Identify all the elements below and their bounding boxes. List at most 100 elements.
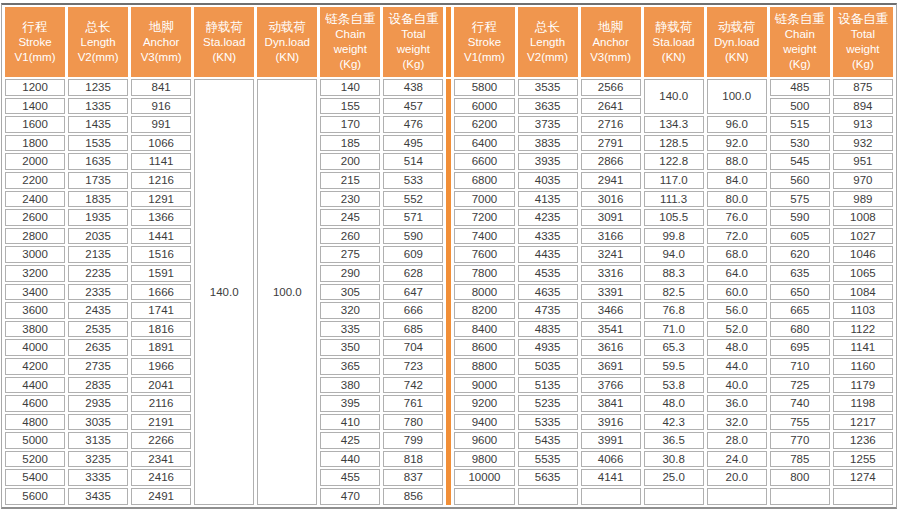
column-header-line: V1(mm) xyxy=(5,50,65,65)
column-header-line: weight xyxy=(383,42,443,57)
column-header-right-0: 行程StrokeV1(mm) xyxy=(454,7,514,77)
table-cell-right: 24.0 xyxy=(707,451,767,468)
column-header-line: 链条自重 xyxy=(320,12,380,27)
column-header-line: Sta.load xyxy=(194,35,254,50)
table-cell-right: 665 xyxy=(770,302,830,319)
table-cell-left: 1335 xyxy=(68,98,128,115)
table-cell-left: 4800 xyxy=(5,414,65,431)
merged-load-cell-right: 140.0 xyxy=(644,79,704,114)
table-cell-left: 380 xyxy=(320,377,380,394)
table-cell-right: 4035 xyxy=(518,172,578,189)
table-cell-left: 1216 xyxy=(131,172,191,189)
table-cell-right: 680 xyxy=(770,321,830,338)
table-cell-right: 875 xyxy=(833,79,893,96)
table-cell-right: 515 xyxy=(770,116,830,133)
table-cell-right: 3991 xyxy=(581,432,641,449)
table-cell-right: 30.8 xyxy=(644,451,704,468)
table-cell-right: 4935 xyxy=(518,339,578,356)
column-header-line: 设备自重 xyxy=(833,12,893,27)
table-cell-left: 170 xyxy=(320,116,380,133)
table-cell-right: 40.0 xyxy=(707,377,767,394)
table-cell-right: 2641 xyxy=(581,98,641,115)
table-cell-right: 1084 xyxy=(833,284,893,301)
table-cell-right xyxy=(707,488,767,505)
table-cell-right: 725 xyxy=(770,377,830,394)
column-header-line: weight xyxy=(833,42,893,57)
column-header-line: (KN) xyxy=(707,50,767,65)
table-cell-right: 755 xyxy=(770,414,830,431)
table-cell-right: 5235 xyxy=(518,395,578,412)
table-cell-right: 3091 xyxy=(581,209,641,226)
table-cell-right: 3766 xyxy=(581,377,641,394)
table-cell-right: 951 xyxy=(833,153,893,170)
table-cell-left: 647 xyxy=(383,284,443,301)
spec-table: 行程StrokeV1(mm)总长LengthV2(mm)地脚AnchorV3(m… xyxy=(2,5,896,507)
table-cell-right: 36.5 xyxy=(644,432,704,449)
panel-divider-bar xyxy=(446,79,451,505)
table-cell-left: 4400 xyxy=(5,377,65,394)
table-cell-right: 44.0 xyxy=(707,358,767,375)
table-cell-left: 5200 xyxy=(5,451,65,468)
column-header-line: Anchor xyxy=(131,35,191,50)
table-cell-right: 9200 xyxy=(454,395,514,412)
table-cell-right: 20.0 xyxy=(707,469,767,486)
table-cell-left: 4600 xyxy=(5,395,65,412)
table-cell-left: 742 xyxy=(383,377,443,394)
column-header-line: (Kg) xyxy=(320,57,380,72)
table-cell-right: 9000 xyxy=(454,377,514,394)
table-cell-left: 780 xyxy=(383,414,443,431)
table-cell-right: 4235 xyxy=(518,209,578,226)
column-header-line: Stroke xyxy=(5,35,65,50)
table-cell-left: 3135 xyxy=(68,432,128,449)
table-cell-left: 1435 xyxy=(68,116,128,133)
table-cell-left: 2800 xyxy=(5,228,65,245)
table-cell-right: 3691 xyxy=(581,358,641,375)
column-header-line: Total xyxy=(833,27,893,42)
table-cell-right xyxy=(644,488,704,505)
table-cell-right: 99.8 xyxy=(644,228,704,245)
table-cell-left: 2341 xyxy=(131,451,191,468)
table-cell-left: 2735 xyxy=(68,358,128,375)
table-cell-right: 42.3 xyxy=(644,414,704,431)
table-cell-right: 94.0 xyxy=(644,246,704,263)
table-cell-left: 3600 xyxy=(5,302,65,319)
column-header-left-4: 动载荷Dyn.load(KN) xyxy=(257,7,317,77)
table-cell-left: 1535 xyxy=(68,135,128,152)
table-cell-left: 1600 xyxy=(5,116,65,133)
table-cell-left: 230 xyxy=(320,191,380,208)
table-cell-right: 590 xyxy=(770,209,830,226)
table-cell-left: 799 xyxy=(383,432,443,449)
table-cell-right: 989 xyxy=(833,191,893,208)
table-cell-right: 3735 xyxy=(518,116,578,133)
column-header-line: 地脚 xyxy=(581,20,641,35)
table-cell-left: 2200 xyxy=(5,172,65,189)
column-header-line: 行程 xyxy=(5,20,65,35)
table-cell-right xyxy=(833,488,893,505)
table-cell-left: 200 xyxy=(320,153,380,170)
table-cell-left: 3200 xyxy=(5,265,65,282)
table-cell-right: 128.5 xyxy=(644,135,704,152)
column-header-line: weight xyxy=(320,42,380,57)
table-cell-right: 9600 xyxy=(454,432,514,449)
column-header-line: V2(mm) xyxy=(68,50,128,65)
merged-load-cell-left: 140.0 xyxy=(194,79,254,505)
column-header-line: Dyn.load xyxy=(257,35,317,50)
table-cell-left: 2600 xyxy=(5,209,65,226)
table-cell-right: 9800 xyxy=(454,451,514,468)
table-cell-right: 56.0 xyxy=(707,302,767,319)
table-cell-right: 2566 xyxy=(581,79,641,96)
table-cell-left: 991 xyxy=(131,116,191,133)
column-header-left-6: 设备自重Totalweight(Kg) xyxy=(383,7,443,77)
table-cell-right: 60.0 xyxy=(707,284,767,301)
table-cell-left: 2041 xyxy=(131,377,191,394)
table-cell-left: 365 xyxy=(320,358,380,375)
column-header-line: (Kg) xyxy=(383,57,443,72)
table-cell-right: 1065 xyxy=(833,265,893,282)
table-cell-left: 1666 xyxy=(131,284,191,301)
table-cell-right: 1122 xyxy=(833,321,893,338)
table-cell-left: 476 xyxy=(383,116,443,133)
table-cell-left: 2135 xyxy=(68,246,128,263)
table-cell-right: 68.0 xyxy=(707,246,767,263)
table-cell-right: 500 xyxy=(770,98,830,115)
panel-divider-bar xyxy=(446,7,451,77)
